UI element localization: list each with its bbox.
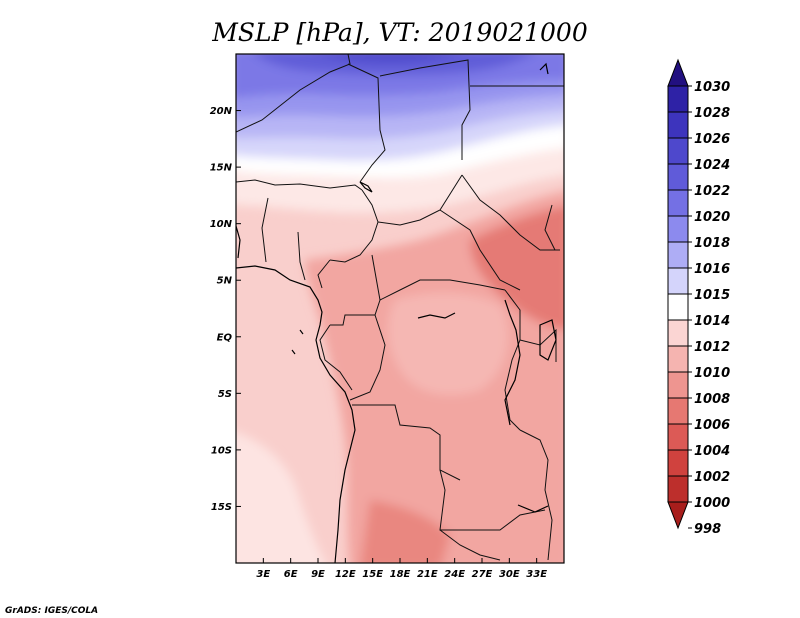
colorbar-label: 1026: [694, 132, 730, 147]
colorbar-label: 1008: [694, 392, 730, 407]
colorbar-swatch: [667, 345, 689, 373]
colorbar-label: 1030: [694, 80, 730, 95]
y-tick-label: EQ: [217, 332, 233, 343]
y-tick-label: 5S: [218, 389, 232, 400]
y-axis-ticks: 20N 15N 10N 5N EQ 5S 10S 15S: [210, 106, 241, 513]
coastline: [236, 62, 557, 563]
colorbar-label: 1010: [694, 366, 730, 381]
colorbar-label: 1012: [694, 340, 730, 355]
x-tick-label: 24E: [444, 569, 465, 580]
country-borders: [236, 54, 564, 561]
colorbar-swatch: [667, 189, 689, 217]
colorbar-label: 1028: [694, 106, 730, 121]
x-tick-label: 18E: [390, 569, 411, 580]
colorbar-label: 1024: [694, 158, 730, 173]
y-tick-label: 15N: [210, 163, 233, 174]
colorbar-swatch: [667, 397, 689, 425]
x-tick-label: 6E: [284, 569, 298, 580]
x-tick-label: 30E: [499, 569, 520, 580]
y-tick-label: 5N: [217, 276, 233, 287]
x-axis-ticks: 3E 6E 9E 12E 15E 18E 21E 24E 27E 30E 33E: [256, 558, 547, 580]
pressure-field: [236, 54, 564, 563]
colorbar-label: 1014: [694, 314, 730, 329]
colorbar-top-arrow: [667, 58, 689, 87]
colorbar-swatch: [667, 319, 689, 347]
colorbar-swatch: [667, 449, 689, 477]
x-tick-label: 27E: [472, 569, 493, 580]
colorbar-label: 1020: [694, 210, 730, 225]
colorbar-swatch: [667, 241, 689, 269]
colorbar-swatch: [667, 85, 689, 113]
x-tick-label: 12E: [335, 569, 356, 580]
x-tick-label: 33E: [526, 569, 547, 580]
colorbar: 1030 1028 1026 1024 1022 1020 1018 1016 1015 1014…: [667, 58, 730, 537]
colorbar-label: 1006: [694, 418, 730, 433]
colorbar-label: 1000: [694, 496, 730, 511]
colorbar-swatch: [667, 267, 689, 295]
colorbar-swatch: [667, 163, 689, 191]
x-tick-label: 9E: [311, 569, 325, 580]
figure-title: MSLP [hPa], VT: 2019021000: [211, 18, 588, 47]
footer-credit: GrADS: IGES/COLA: [5, 606, 98, 616]
colorbar-swatch: [667, 111, 689, 139]
x-tick-label: 15E: [362, 569, 383, 580]
colorbar-label: 1018: [694, 236, 730, 251]
colorbar-label: 998: [694, 522, 721, 537]
x-tick-label: 3E: [256, 569, 270, 580]
colorbar-swatch: [667, 215, 689, 243]
y-tick-label: 10N: [210, 219, 233, 230]
colorbar-swatch: [667, 137, 689, 165]
colorbar-swatch: [667, 371, 689, 399]
x-tick-label: 21E: [417, 569, 438, 580]
colorbar-swatch: [667, 293, 689, 321]
y-tick-label: 15S: [211, 502, 232, 513]
colorbar-swatch: [667, 423, 689, 451]
y-tick-label: 10S: [211, 445, 232, 456]
colorbar-label: 1015: [694, 288, 730, 303]
y-tick-label: 20N: [210, 106, 233, 117]
colorbar-label: 1002: [694, 470, 730, 485]
colorbar-label: 1004: [694, 444, 730, 459]
colorbar-label: 1022: [694, 184, 730, 199]
colorbar-label: 1016: [694, 262, 730, 277]
colorbar-swatch: [667, 475, 689, 503]
colorbar-bottom-arrow: [667, 501, 689, 530]
